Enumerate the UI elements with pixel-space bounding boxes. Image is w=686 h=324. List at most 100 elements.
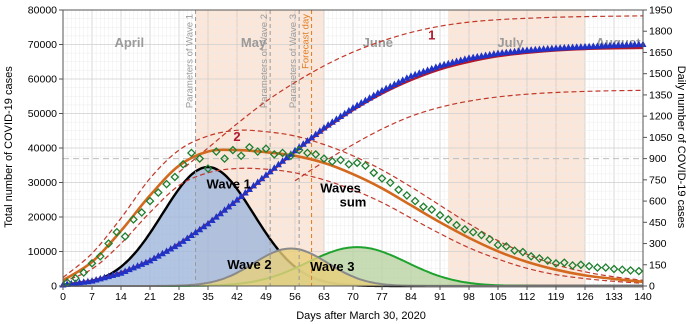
data-point-triangle bbox=[254, 178, 262, 185]
vertical-marker-label: Parameters of Wave 2 bbox=[259, 14, 270, 108]
x-tick-label: 42 bbox=[231, 291, 243, 303]
x-tick-label: 28 bbox=[173, 291, 185, 303]
data-point-diamond bbox=[402, 190, 412, 200]
x-tick-label: 7 bbox=[89, 291, 95, 303]
data-point-diamond bbox=[286, 151, 296, 161]
y-tick-label-left: 10000 bbox=[28, 246, 57, 258]
data-point-diamond bbox=[510, 246, 519, 256]
month-label: July bbox=[497, 35, 524, 50]
y-tick-label-right: 1650 bbox=[649, 47, 673, 59]
data-point-diamond bbox=[394, 185, 403, 195]
series-line-dashed bbox=[294, 89, 644, 182]
data-point-diamond bbox=[501, 241, 511, 251]
x-tick-label: 14 bbox=[115, 291, 127, 303]
vertical-marker-label: Parameters of Wave 1 bbox=[185, 14, 196, 108]
data-point-triangle bbox=[328, 118, 336, 125]
data-point-triangle bbox=[171, 242, 179, 250]
data-point-triangle bbox=[208, 216, 216, 223]
data-point-diamond bbox=[145, 196, 155, 206]
y-tick-label-left: 50000 bbox=[28, 108, 57, 120]
data-point-diamond bbox=[120, 232, 130, 241]
data-point-triangle bbox=[212, 213, 220, 220]
data-point-triangle bbox=[216, 209, 224, 217]
data-point-diamond bbox=[245, 142, 254, 152]
data-point-triangle bbox=[225, 202, 233, 210]
annotation-label: sum bbox=[340, 195, 367, 210]
data-point-triangle bbox=[154, 252, 162, 259]
data-point-triangle bbox=[357, 99, 365, 106]
data-point-diamond bbox=[303, 148, 312, 158]
annotation-label: Waves bbox=[320, 181, 361, 196]
wave-label: Wave 2 bbox=[227, 257, 271, 272]
data-point-diamond bbox=[361, 161, 370, 171]
x-tick-label: 35 bbox=[202, 291, 214, 303]
data-point-triangle bbox=[150, 254, 158, 261]
x-tick-label: 98 bbox=[463, 291, 475, 303]
data-point-triangle bbox=[146, 256, 154, 264]
x-tick-label: 77 bbox=[376, 291, 388, 303]
data-point-diamond bbox=[319, 154, 329, 164]
data-point-diamond bbox=[294, 145, 304, 155]
x-tick-label: 126 bbox=[576, 291, 594, 303]
data-point-diamond bbox=[410, 196, 420, 206]
month-label: May bbox=[241, 35, 267, 50]
data-point-diamond bbox=[584, 261, 594, 271]
data-point-triangle bbox=[142, 258, 150, 266]
data-point-triangle bbox=[283, 153, 291, 161]
data-point-diamond bbox=[601, 263, 611, 273]
data-point-diamond bbox=[419, 202, 428, 212]
data-point-triangle bbox=[316, 127, 324, 134]
wave-area bbox=[63, 167, 643, 286]
data-point-triangle bbox=[374, 89, 382, 96]
y-tick-label-right: 150 bbox=[649, 259, 667, 271]
data-point-diamond bbox=[261, 144, 271, 154]
series-line-dashed bbox=[178, 15, 644, 173]
data-point-triangle bbox=[403, 74, 411, 81]
data-point-triangle bbox=[399, 76, 407, 83]
data-point-diamond bbox=[435, 210, 445, 220]
data-point-diamond bbox=[71, 273, 80, 283]
data-point-triangle bbox=[353, 101, 361, 109]
x-tick-label: 0 bbox=[60, 291, 66, 303]
data-point-triangle bbox=[229, 199, 237, 206]
y-tick-label-right: 1950 bbox=[649, 5, 673, 17]
data-point-triangle bbox=[337, 112, 345, 120]
data-point-diamond bbox=[195, 154, 205, 164]
series-line-daily bbox=[62, 148, 644, 284]
vertical-markers: Parameters of Wave 1 Parameters of Wave 2… bbox=[185, 10, 313, 286]
y-axis-left-title: Total number of COVID-19 cases bbox=[3, 66, 15, 228]
data-point-diamond bbox=[551, 258, 561, 268]
data-point-diamond bbox=[609, 264, 619, 274]
y-tick-label-right: 0 bbox=[649, 281, 655, 293]
data-point-diamond bbox=[220, 154, 229, 164]
wave-area bbox=[63, 247, 643, 286]
data-point-triangle bbox=[237, 192, 245, 200]
data-point-triangle bbox=[196, 225, 204, 233]
data-point-triangle bbox=[221, 206, 229, 213]
series-line-dashed bbox=[62, 129, 644, 281]
data-point-diamond bbox=[269, 149, 279, 159]
data-point-diamond bbox=[559, 258, 569, 268]
data-point-triangle bbox=[204, 219, 212, 227]
y-tick-label-left: 0 bbox=[51, 281, 57, 293]
data-point-diamond bbox=[211, 147, 221, 156]
data-point-triangle bbox=[312, 130, 320, 137]
curve-number-label: 1 bbox=[428, 27, 435, 42]
data-point-diamond bbox=[485, 234, 495, 244]
data-point-triangle bbox=[262, 171, 270, 178]
data-point-triangle bbox=[167, 244, 175, 252]
data-point-diamond bbox=[460, 224, 470, 234]
wave-area bbox=[63, 248, 643, 286]
data-point-diamond bbox=[427, 205, 437, 214]
y-tick-label-right: 1200 bbox=[649, 111, 673, 123]
data-point-diamond bbox=[626, 266, 635, 275]
data-point-triangle bbox=[258, 174, 266, 182]
month-label: April bbox=[114, 35, 144, 50]
data-point-triangle bbox=[200, 222, 208, 230]
x-tick-label: 105 bbox=[489, 291, 507, 303]
data-point-diamond bbox=[278, 148, 287, 158]
wave-label: Wave 1 bbox=[207, 176, 251, 191]
data-point-diamond bbox=[95, 251, 105, 261]
x-axis-title: Days after March 30, 2020 bbox=[296, 310, 426, 322]
data-point-diamond bbox=[236, 151, 246, 161]
